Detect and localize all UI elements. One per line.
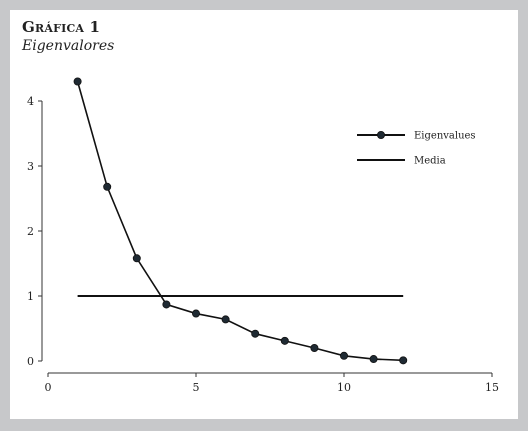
eigenvalues-line	[76, 81, 404, 362]
eigenvalue-point	[280, 336, 289, 345]
x-axis: 0 5 10 15	[45, 372, 499, 394]
eigenvalue-point	[221, 315, 230, 324]
y-tick-label: 0	[27, 355, 34, 368]
x-tick-label: 5	[193, 381, 200, 394]
y-tick-label: 1	[27, 290, 34, 303]
series-layer	[73, 77, 408, 365]
legend-label: Eigenvalues	[414, 131, 476, 142]
eigenvalue-point	[73, 77, 82, 86]
legend: Eigenvalues Media	[357, 131, 476, 167]
eigenvalue-point	[339, 351, 348, 360]
x-tick-label: 0	[45, 381, 52, 394]
y-axis: 0 1 2 3 4	[27, 95, 43, 368]
legend-marker	[376, 130, 385, 139]
eigenvalue-point	[310, 343, 319, 352]
eigenvalue-point	[132, 254, 141, 263]
eigenvalue-point	[162, 300, 171, 309]
x-tick-label: 15	[485, 381, 499, 394]
y-tick-label: 3	[27, 160, 34, 173]
figure-panel: Gráfica 1 Eigenvalores	[10, 10, 518, 419]
figure-title: Gráfica 1	[22, 18, 101, 36]
legend-label: Media	[414, 156, 446, 167]
eigenvalue-point	[399, 356, 408, 365]
eigenvalue-point	[251, 329, 260, 338]
x-tick-label: 10	[337, 381, 351, 394]
y-tick-label: 4	[27, 95, 34, 108]
y-tick-label: 2	[27, 225, 34, 238]
figure-subtitle: Eigenvalores	[22, 38, 115, 54]
eigenvalue-point	[369, 355, 378, 364]
eigenvalue-point	[103, 182, 112, 191]
eigenvalue-point	[191, 309, 200, 318]
